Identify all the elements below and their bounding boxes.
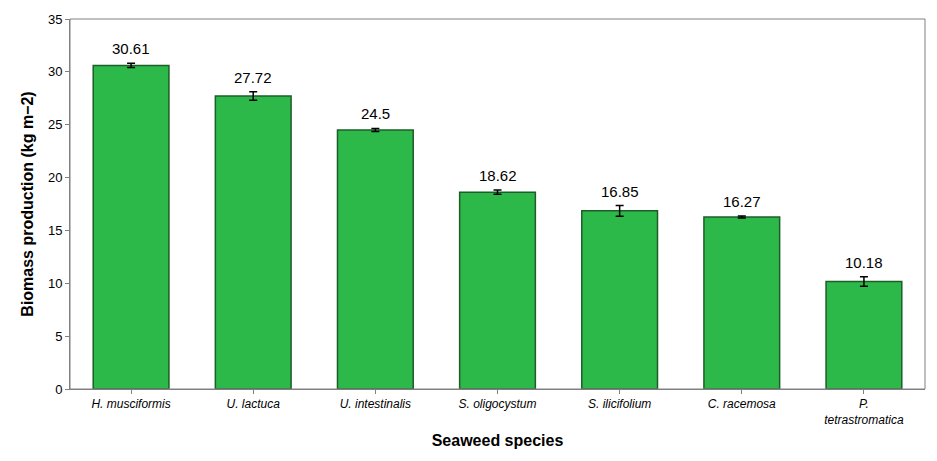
svg-text:25: 25: [48, 117, 62, 132]
svg-text:Seaweed species: Seaweed species: [432, 432, 564, 449]
svg-text:H. musciformis: H. musciformis: [91, 397, 170, 411]
svg-text:10: 10: [48, 276, 62, 291]
svg-text:S. oligocystum: S. oligocystum: [458, 397, 536, 411]
svg-text:U. intestinalis: U. intestinalis: [340, 397, 411, 411]
svg-text:15: 15: [48, 223, 62, 238]
svg-text:24.5: 24.5: [361, 105, 390, 122]
svg-text:0: 0: [55, 382, 62, 397]
svg-text:20: 20: [48, 170, 62, 185]
svg-text:16.85: 16.85: [601, 183, 639, 200]
svg-text:30.61: 30.61: [112, 40, 150, 57]
svg-text:C. racemosa: C. racemosa: [708, 397, 776, 411]
svg-text:P.tetrastromatica: P.tetrastromatica: [824, 397, 904, 427]
svg-text:10.18: 10.18: [845, 254, 883, 271]
svg-text:16.27: 16.27: [723, 193, 761, 210]
svg-text:Biomass production (kg m−2): Biomass production (kg m−2): [19, 91, 36, 316]
svg-text:5: 5: [55, 329, 62, 344]
svg-text:18.62: 18.62: [479, 167, 517, 184]
svg-text:27.72: 27.72: [234, 69, 272, 86]
svg-text:S. ilicifolium: S. ilicifolium: [588, 397, 651, 411]
svg-text:U. lactuca: U. lactuca: [227, 397, 281, 411]
svg-text:30: 30: [48, 64, 62, 79]
svg-text:35: 35: [48, 12, 62, 27]
